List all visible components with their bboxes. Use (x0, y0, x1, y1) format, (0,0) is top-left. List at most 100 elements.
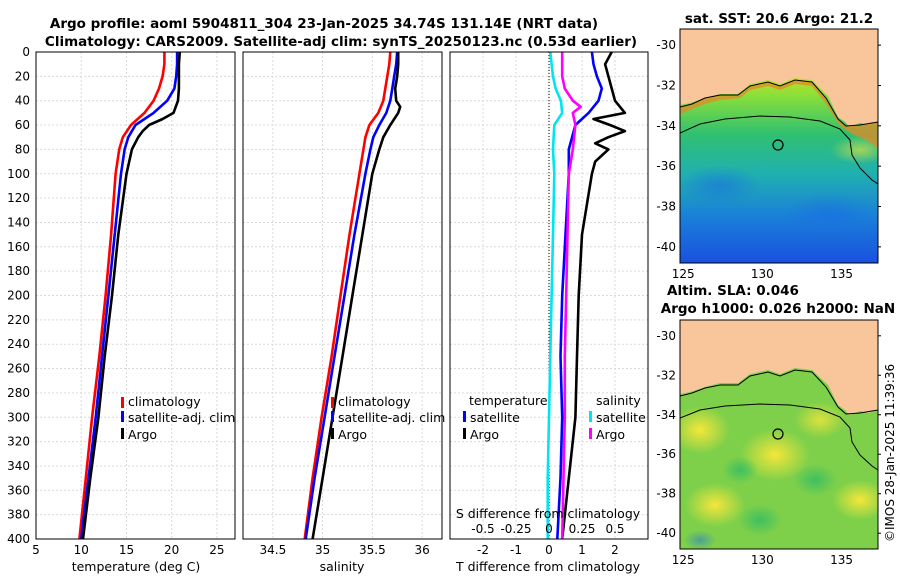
sla-map-title-line2: Argo h1000: 0.026 h2000: NaN (661, 301, 895, 317)
series-line-climatology (303, 52, 392, 539)
legend-label-satellite: satellite-adj. clim (128, 410, 235, 425)
imos-timestamp: ©IMOS 28-Jan-2025 11:39:36 (883, 364, 897, 542)
sst-map-title: sat. SST: 20.6 Argo: 21.2 (685, 11, 873, 27)
temperature-series (78, 52, 182, 539)
legend-title-salinity: salinity (596, 393, 641, 408)
series-line-climatology (78, 52, 166, 539)
legend-label-satellite: satellite-adj. clim (338, 410, 445, 425)
depth-tick-labels: 0 20 40 60 80 100 120 140 160 180 200 220 240 260 280 3… (7, 45, 30, 546)
depth-tick-label: 260 (7, 362, 30, 376)
s-difference-axis-label: S difference from climatology (456, 506, 641, 521)
series-line-s-argo (560, 52, 583, 539)
difference-series (546, 52, 627, 539)
x-tick-label: 20 (164, 543, 179, 557)
longitude-tick-label: 125 (672, 553, 695, 567)
t-difference-tick-labels: -2 -1 0 1 2 (477, 543, 619, 557)
argo-float-location-marker (772, 428, 784, 440)
latitude-tick-label: -40 (656, 240, 676, 254)
x-tick-label: -2 (477, 543, 489, 557)
legend-swatch-satellite (331, 411, 334, 422)
sst-warm-patch (830, 136, 878, 164)
x-tick-label: 10 (74, 543, 89, 557)
latitude-tick-label: -30 (656, 329, 676, 343)
depth-tick-label: 60 (15, 118, 30, 132)
depth-tick-label: 300 (7, 410, 30, 424)
depth-tick-label: 340 (7, 459, 30, 473)
sst-cool-patch (680, 165, 760, 205)
temperature-panel: 0 20 40 60 80 100 120 140 160 180 200 220 240 260 280 3… (7, 45, 236, 574)
sla-low-patch (722, 456, 758, 484)
depth-tick-label: 0 (22, 45, 30, 59)
difference-legend: temperature satellite Argo salinity sate… (463, 393, 646, 442)
latitude-tick-label: -30 (656, 38, 676, 52)
sla-low-patch (738, 504, 782, 536)
legend-swatch-argo (331, 428, 334, 439)
legend-label-argo: Argo (128, 427, 157, 442)
temperature-axis-label: temperature (deg C) (72, 559, 201, 574)
legend-swatch-argo (121, 428, 124, 439)
depth-tick-label: 320 (7, 435, 30, 449)
sst-map: sat. SST: 20.6 Argo: 21.2 -30 -32 -34 -36 -3… (656, 11, 881, 281)
series-line-t-argo (560, 52, 627, 539)
temperature-axes-frame (35, 51, 236, 540)
temperature-legend: climatology satellite-adj. clim Argo (121, 394, 235, 442)
legend-label-t-satellite: satellite (470, 410, 520, 425)
latitude-tick-label: -36 (656, 159, 676, 173)
depth-tick-label: 280 (7, 386, 30, 400)
depth-tick-label: 100 (7, 167, 30, 181)
series-line-t-satellite (556, 52, 604, 539)
longitude-tick-label: 125 (672, 267, 695, 281)
sla-low-patch (684, 530, 716, 549)
legend-label-climatology: climatology (338, 394, 411, 409)
latitude-tick-label: -40 (656, 526, 676, 540)
sla-map-title-line1: Altim. SLA: 0.046 (667, 283, 799, 299)
x-tick-label: -1 (510, 543, 522, 557)
legend-label-s-argo: Argo (596, 427, 625, 442)
legend-label-s-satellite: satellite (596, 410, 646, 425)
figure-title-line2: Climatology: CARS2009. Satellite-adj cli… (45, 34, 637, 50)
x-tick-label: 2 (611, 543, 619, 557)
land-australia (680, 320, 878, 415)
x-tick-label: 1 (578, 543, 586, 557)
sla-high-patch (680, 406, 730, 454)
series-line-satellite-adj-clim (79, 52, 179, 539)
depth-tick-label: 360 (7, 483, 30, 497)
legend-swatch-climatology (331, 397, 334, 408)
s-tick-label: 0 (545, 522, 553, 536)
salinity-panel: 34.5 35 35.5 36 salinity climatology satell… (242, 51, 445, 574)
sst-map-frame (679, 28, 879, 264)
argo-float-location-marker (772, 139, 784, 151)
depth-tick-label: 40 (15, 94, 30, 108)
x-tick-label: 36 (414, 543, 429, 557)
x-tick-label: 25 (209, 543, 224, 557)
series-line-argo (311, 52, 402, 539)
latitude-tick-label: -32 (656, 78, 676, 92)
sst-warm-coastal-band (680, 80, 878, 148)
legend-swatch-climatology (121, 397, 124, 408)
x-tick-label: 34.5 (259, 543, 286, 557)
legend-title-temperature: temperature (469, 393, 548, 408)
sla-map-ticks: -30 -32 -34 -36 -38 -40 125 130 135 (656, 329, 881, 567)
x-tick-label: 35.5 (359, 543, 386, 557)
latitude-tick-label: -38 (656, 200, 676, 214)
longitude-tick-label: 130 (751, 267, 774, 281)
longitude-tick-label: 135 (830, 553, 853, 567)
depth-tick-label: 180 (7, 264, 30, 278)
depth-tick-label: 220 (7, 313, 30, 327)
legend-swatch-satellite (121, 411, 124, 422)
sst-map-ticks: -30 -32 -34 -36 -38 -40 125 130 135 (656, 38, 881, 281)
legend-swatch-t-argo (463, 428, 466, 439)
x-tick-label: 0 (545, 543, 553, 557)
s-tick-label: 0.5 (605, 522, 624, 536)
t-difference-axis-label: T difference from climatology (455, 559, 641, 574)
latitude-tick-label: -34 (656, 119, 676, 133)
x-tick-label: 5 (32, 543, 40, 557)
x-tick-label: 15 (119, 543, 134, 557)
latitude-tick-label: -36 (656, 447, 676, 461)
difference-panel: -2 -1 0 1 2 -0.5 -0.25 0 0.25 0.5 S difference f… (449, 51, 649, 574)
x-tick-label: 35 (315, 543, 330, 557)
salinity-axis-label: salinity (320, 559, 365, 574)
shelf-contour-line (680, 403, 878, 471)
sla-high-patch (794, 402, 846, 438)
